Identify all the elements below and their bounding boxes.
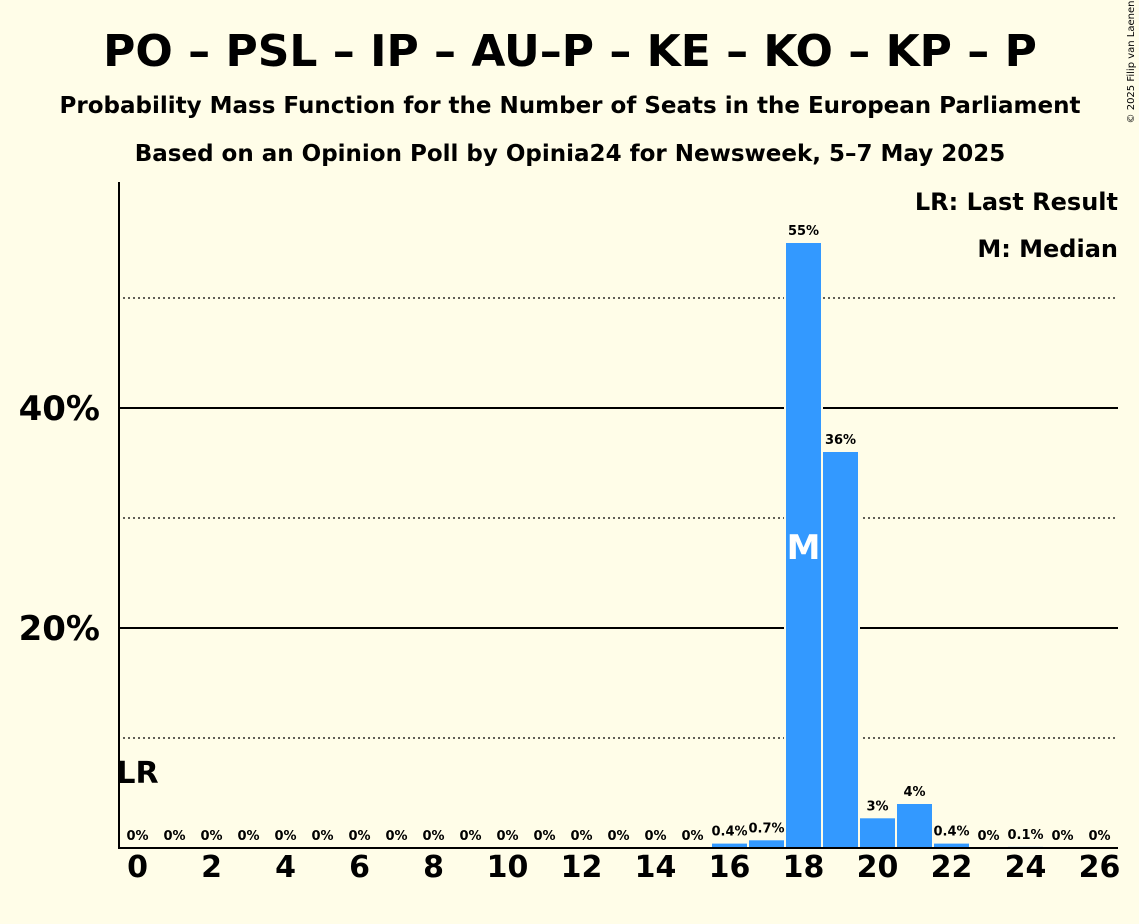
x-tick-label: 8 (423, 850, 444, 885)
bar-value-label: 0% (237, 829, 259, 844)
bar-value-label: 36% (825, 433, 856, 448)
x-tick-label: 20 (857, 850, 899, 885)
legend-last-result: LR: Last Result (915, 188, 1118, 216)
chart-title: PO – PSL – IP – AU–P – KE – KO – KP – P (103, 26, 1037, 77)
bar-value-label: 0% (126, 829, 148, 844)
chart-subtitle-source: Based on an Opinion Poll by Opinia24 for… (135, 141, 1006, 167)
bar-value-label: 0% (681, 829, 703, 844)
x-tick-label: 6 (349, 850, 370, 885)
x-tick-label: 2 (201, 850, 222, 885)
bars (710, 241, 1045, 848)
bar-value-label: 0.1% (1007, 828, 1043, 843)
bar (712, 843, 747, 848)
bar-value-label: 0% (163, 829, 185, 844)
bar-halo (1006, 844, 1045, 848)
bar-value-label: 3% (866, 799, 888, 814)
bar-value-label: 0% (644, 829, 666, 844)
bar-value-label: 55% (788, 224, 819, 239)
bar-value-label: 0.4% (933, 825, 969, 840)
y-tick-label: 40% (19, 389, 100, 429)
bar (786, 243, 821, 848)
bar-value-label: 0% (1051, 829, 1073, 844)
x-tick-label: 18 (783, 850, 825, 885)
legend-median: M: Median (977, 235, 1118, 263)
y-tick-labels: 20% 40% (19, 389, 100, 649)
median-marker: M (787, 528, 821, 568)
bar-value-label: 0% (977, 829, 999, 844)
x-tick-label: 10 (487, 850, 529, 885)
y-tick-label: 20% (19, 609, 100, 649)
bar (860, 818, 895, 848)
bar (823, 452, 858, 848)
bar-value-label: 4% (903, 785, 925, 800)
x-tick-label: 12 (561, 850, 603, 885)
bar-value-label: 0% (570, 829, 592, 844)
bar-value-label: 0.4% (711, 825, 747, 840)
bar-value-label: 0% (459, 829, 481, 844)
axes (118, 182, 1118, 849)
gridlines (118, 297, 1118, 739)
x-tick-label: 4 (275, 850, 296, 885)
bar-value-label: 0% (422, 829, 444, 844)
bar-value-label: 0% (607, 829, 629, 844)
x-tick-label: 22 (931, 850, 973, 885)
bar-value-label: 0% (348, 829, 370, 844)
bar-value-label: 0% (200, 829, 222, 844)
bar (897, 804, 932, 848)
x-tick-label: 16 (709, 850, 751, 885)
copyright-text: © 2025 Filip van Laenen (1126, 1, 1137, 124)
x-tick-label: 0 (127, 850, 148, 885)
last-result-marker: LR (116, 756, 158, 791)
x-tick-labels: 0 2 4 6 8 10 12 14 16 18 20 22 24 26 (127, 850, 1120, 885)
bar-value-label: 0% (311, 829, 333, 844)
chart-subtitle: Probability Mass Function for the Number… (60, 93, 1081, 119)
bar-value-label: 0% (274, 829, 296, 844)
bar (749, 840, 784, 848)
bar-value-label: 0% (1088, 829, 1110, 844)
x-tick-label: 26 (1079, 850, 1121, 885)
bar-value-label: 0% (496, 829, 518, 844)
bar-value-label: 0% (385, 829, 407, 844)
bar-value-label: 0.7% (748, 821, 784, 836)
bar-value-label: 0% (533, 829, 555, 844)
bar (934, 843, 969, 848)
bar-value-labels: 0% 0% 0% 0% 0% 0% 0% 0% 0% 0% 0% 0% 0% 0% 0% 0% 0.4% 0.7%… (126, 224, 1110, 844)
x-tick-label: 14 (635, 850, 677, 885)
x-tick-label: 24 (1005, 850, 1047, 885)
